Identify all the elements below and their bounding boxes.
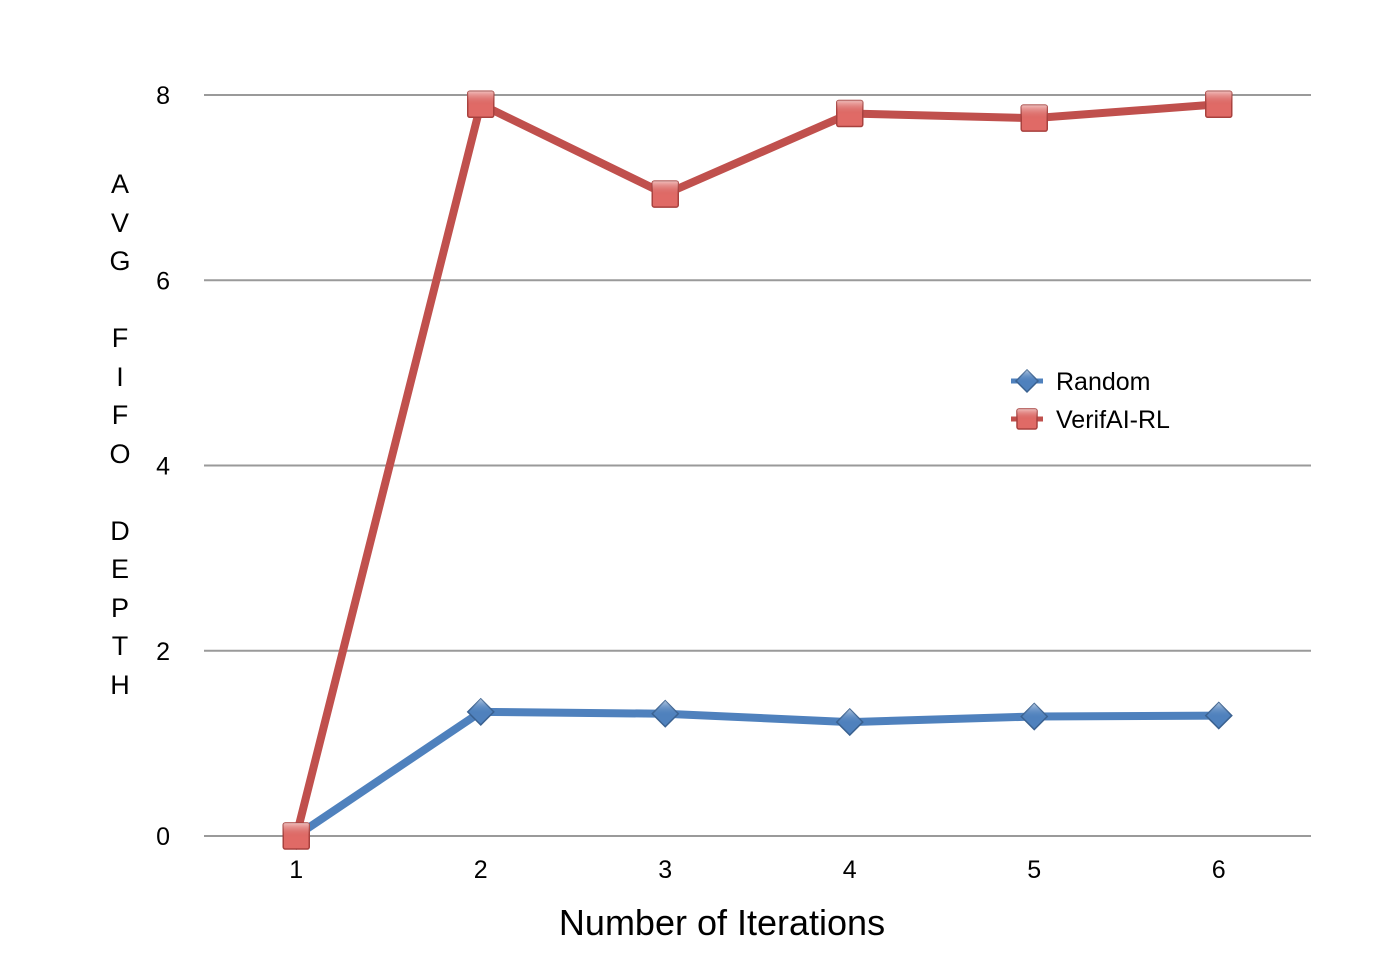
legend-marker [1014, 368, 1040, 394]
data-point [467, 90, 495, 119]
y-axis-title-char: E [110, 554, 129, 584]
y-axis-title-char: I [116, 361, 124, 392]
x-tick-label: 4 [843, 856, 857, 884]
y-axis-title-char: O [109, 438, 131, 469]
y-axis-title-char: G [109, 246, 131, 276]
y-axis-title-char: V [110, 207, 129, 238]
x-axis-title: Number of Iterations [559, 902, 885, 943]
x-tick-label: 2 [474, 856, 488, 884]
y-axis-title-char: F [111, 400, 129, 430]
data-point [651, 699, 680, 728]
data-point [651, 180, 679, 208]
series-line [292, 707, 1223, 840]
series [282, 90, 1233, 851]
legend-marker [1016, 408, 1038, 430]
y-axis-title-char: T [111, 631, 129, 661]
y-axis-title-char: D [110, 515, 130, 546]
y-axis-title-char: A [110, 169, 129, 199]
x-tick-label: 1 [289, 856, 303, 884]
y-axis-title-char: P [110, 592, 129, 623]
data-point [1020, 104, 1048, 132]
y-tick-label: 4 [156, 453, 170, 481]
y-tick-label: 8 [156, 82, 170, 110]
legend: Random VerifAI-RL [1011, 368, 1170, 434]
data-point [466, 697, 495, 726]
axes: 0 2 4 6 8 1 2 3 4 5 6 [156, 82, 1226, 884]
data-point [1020, 702, 1049, 731]
legend-label: VerifAI-RL [1056, 406, 1170, 434]
gridlines [204, 94, 1311, 837]
y-axis-title-char: H [110, 669, 130, 700]
legend-label: Random [1056, 368, 1151, 396]
series-line [292, 100, 1223, 840]
data-point [1204, 701, 1233, 730]
x-tick-label: 5 [1027, 856, 1041, 884]
data-point [282, 822, 310, 850]
data-point [836, 99, 864, 128]
data-point [835, 708, 864, 737]
y-tick-label: 0 [156, 823, 170, 851]
y-axis-title-char [116, 281, 124, 320]
x-tick-label: 6 [1212, 856, 1226, 884]
y-tick-label: 6 [156, 267, 170, 295]
x-tick-label: 3 [658, 856, 672, 884]
data-point [1205, 90, 1233, 119]
y-axis-title-char: F [111, 323, 129, 353]
y-tick-label: 2 [156, 638, 170, 666]
y-axis-title-char [116, 473, 124, 512]
